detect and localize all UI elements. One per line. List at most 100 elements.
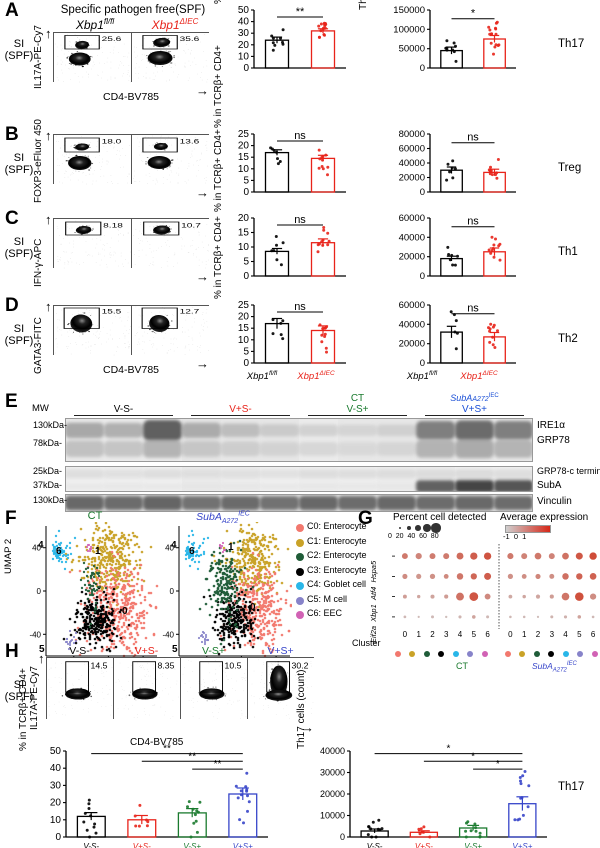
svg-text:V-S+: V-S+ [464,842,482,848]
svg-text:20000: 20000 [399,173,425,184]
svg-text:V-S+: V-S+ [183,842,201,848]
svg-text:8.18: 8.18 [103,221,123,229]
svg-text:0: 0 [243,271,249,282]
svg-text:10.5: 10.5 [225,661,242,671]
svg-text:5: 5 [243,346,249,357]
svg-text:*: * [496,759,500,770]
svg-text:14.5: 14.5 [91,661,108,671]
svg-text:0: 0 [170,587,175,596]
svg-text:20: 20 [238,141,250,152]
svg-text:50: 50 [50,746,62,757]
svg-text:30000: 30000 [320,768,345,778]
svg-text:0: 0 [55,832,61,843]
svg-text:0: 0 [243,358,249,369]
svg-text:-40: -40 [162,630,174,639]
svg-text:V-S-: V-S- [83,842,99,848]
svg-text:V+S+: V+S+ [512,842,532,848]
svg-text:6: 6 [591,630,596,637]
svg-text:10: 10 [50,815,62,826]
svg-text:60000: 60000 [399,213,425,224]
svg-text:10: 10 [238,335,250,346]
svg-text:20000: 20000 [399,252,425,263]
svg-text:V+S-: V+S- [415,842,433,848]
svg-text:5: 5 [243,175,249,186]
svg-text:5: 5 [243,257,249,268]
svg-text:ns: ns [294,214,306,226]
svg-text:3: 3 [550,630,555,637]
svg-text:0: 0 [243,63,249,74]
svg-text:ns: ns [294,130,306,142]
svg-text:0: 0 [420,358,425,369]
svg-text:0: 0 [420,63,425,74]
svg-text:4: 4 [563,630,568,637]
svg-text:10000: 10000 [320,811,345,821]
svg-text:**: ** [296,6,305,18]
svg-text:ns: ns [294,301,306,313]
svg-text:100000: 100000 [393,24,425,35]
svg-text:40000: 40000 [320,746,345,756]
svg-text:10: 10 [238,164,250,175]
svg-text:8.35: 8.35 [158,661,175,671]
svg-text:25: 25 [238,300,250,311]
svg-text:ns: ns [467,216,479,228]
svg-text:4: 4 [458,630,463,637]
svg-text:ns: ns [467,303,479,315]
svg-text:0: 0 [420,271,425,282]
svg-text:50: 50 [238,5,250,16]
svg-text:20: 20 [238,312,250,323]
svg-text:50000: 50000 [399,44,425,55]
svg-text:40000: 40000 [399,232,425,243]
svg-text:30: 30 [50,780,62,791]
svg-text:0: 0 [508,630,513,637]
svg-text:5: 5 [472,630,477,637]
svg-text:60000: 60000 [399,144,425,155]
svg-text:13.6: 13.6 [180,137,200,145]
svg-text:**: ** [188,751,196,762]
svg-text:60000: 60000 [399,300,425,311]
svg-text:80000: 80000 [399,129,425,140]
svg-text:150000: 150000 [393,5,425,16]
svg-text:ns: ns [467,132,479,144]
svg-text:1: 1 [416,630,421,637]
svg-text:3: 3 [444,630,449,637]
svg-text:10.7: 10.7 [181,221,201,229]
svg-text:20: 20 [238,213,250,224]
svg-text:V+S+: V+S+ [233,842,253,848]
svg-text:20: 20 [238,40,250,51]
svg-text:12.7: 12.7 [180,307,200,315]
svg-text:2: 2 [536,630,541,637]
svg-text:10: 10 [238,242,250,253]
svg-text:*: * [471,751,475,762]
svg-text:0: 0 [37,587,42,596]
svg-text:5: 5 [577,630,582,637]
svg-text:20000: 20000 [320,789,345,799]
svg-text:-40: -40 [29,630,41,639]
svg-text:10: 10 [238,51,250,62]
svg-text:V+S-: V+S- [133,842,151,848]
svg-text:0: 0 [403,630,408,637]
svg-text:2: 2 [430,630,435,637]
svg-text:20: 20 [50,798,62,809]
svg-text:18.0: 18.0 [102,137,122,145]
svg-text:0: 0 [243,187,249,198]
svg-text:40000: 40000 [399,319,425,330]
svg-text:0: 0 [420,187,425,198]
svg-text:0: 0 [340,832,345,842]
svg-text:25: 25 [238,129,250,140]
svg-text:15.5: 15.5 [102,307,122,315]
svg-text:6: 6 [485,630,490,637]
svg-text:25.6: 25.6 [102,35,122,43]
svg-text:**: ** [214,759,222,770]
svg-text:15: 15 [238,228,250,239]
svg-text:40000: 40000 [399,158,425,169]
svg-text:20000: 20000 [399,339,425,350]
svg-text:15: 15 [238,323,250,334]
svg-text:*: * [447,744,451,755]
svg-text:1: 1 [522,630,527,637]
svg-text:40: 40 [50,763,62,774]
svg-text:*: * [471,8,476,20]
svg-text:30: 30 [238,28,250,39]
svg-text:15: 15 [238,152,250,163]
svg-text:40: 40 [238,17,250,28]
svg-text:V-S-: V-S- [367,842,383,848]
